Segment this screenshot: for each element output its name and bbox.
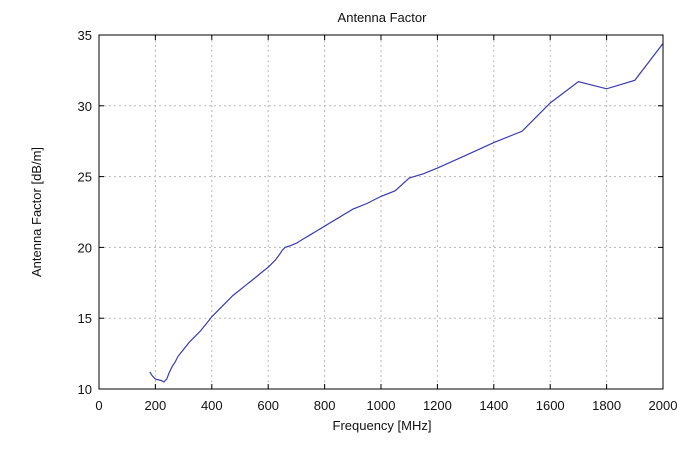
x-tick-label: 2000: [649, 398, 678, 413]
x-tick-label: 1000: [367, 398, 396, 413]
grid-lines: [98, 34, 664, 390]
x-tick-label: 800: [314, 398, 336, 413]
y-tick-label: 30: [78, 99, 92, 114]
x-tick-label: 1800: [592, 398, 621, 413]
x-axis-label: Frequency [MHz]: [333, 418, 432, 433]
x-tick-label: 1200: [423, 398, 452, 413]
y-tick-label: 20: [78, 240, 92, 255]
y-tick-labels: 10 15 20 25 30 35: [78, 28, 92, 397]
y-tick-label: 10: [78, 382, 92, 397]
x-tick-label: 1600: [536, 398, 565, 413]
y-tick-label: 25: [78, 170, 92, 185]
series-lines: [149, 43, 664, 383]
chart-title: Antenna Factor: [338, 10, 428, 25]
y-tick-label: 15: [78, 311, 92, 326]
x-tick-label: 200: [145, 398, 167, 413]
y-tick-label: 35: [78, 28, 92, 43]
x-tick-label: 0: [95, 398, 102, 413]
plot-frame: [98, 34, 664, 390]
antenna-factor-line: [149, 43, 664, 383]
x-tick-label: 600: [257, 398, 279, 413]
x-tick-label: 1400: [479, 398, 508, 413]
x-tick-labels: 0 200 400 600 800 1000 1200 1400 1600 1800 2000: [95, 398, 677, 413]
x-tick-label: 400: [201, 398, 223, 413]
y-axis-label: Antenna Factor [dB/m]: [29, 147, 44, 277]
